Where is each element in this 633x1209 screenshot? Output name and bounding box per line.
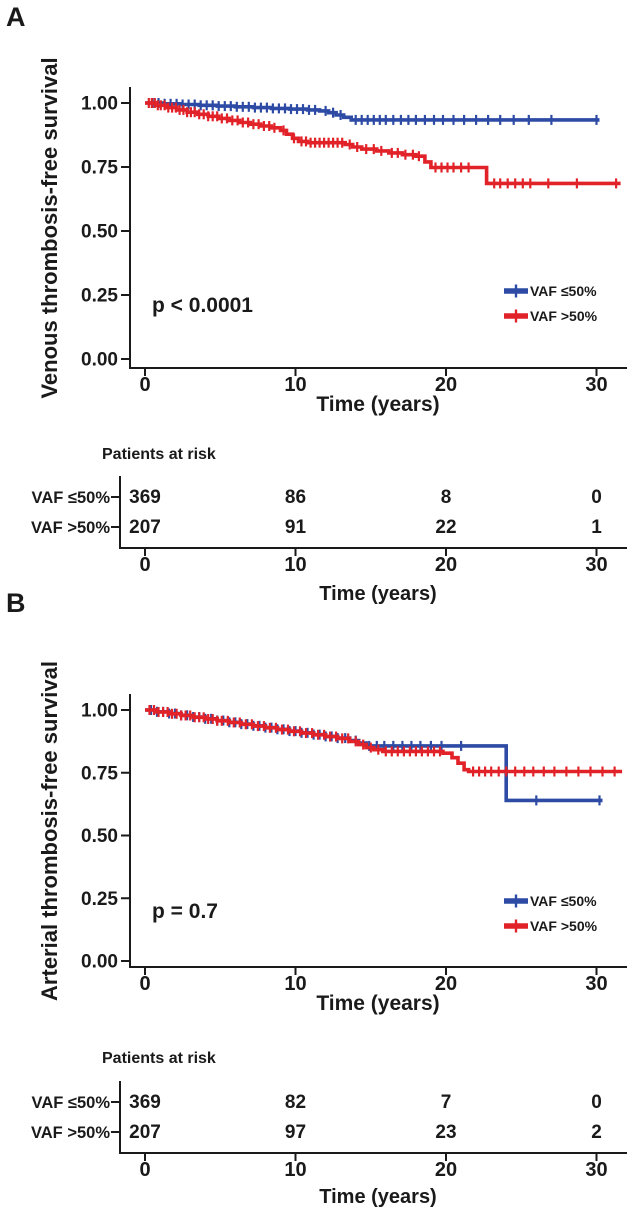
- x-tick-label: 10: [284, 973, 306, 995]
- risk-table-axes: [119, 1081, 627, 1154]
- y-tick-label: 0.25: [81, 286, 118, 307]
- risk-count: 207: [129, 1122, 161, 1143]
- risk-count: 0: [591, 487, 602, 508]
- risk-count: 369: [129, 1092, 161, 1113]
- panel-b-risk-x-axis-title: Time (years): [319, 1186, 436, 1208]
- risk-x-tick-label: 20: [435, 554, 457, 576]
- x-tick-label: 0: [139, 374, 150, 396]
- x-tick-label: 10: [284, 374, 306, 396]
- y-tick-label: 0.75: [81, 158, 118, 179]
- x-tick-label: 20: [435, 973, 457, 995]
- risk-x-tick-label: 0: [139, 1159, 150, 1181]
- risk-x-tick-label: 10: [284, 554, 306, 576]
- risk-count: 23: [435, 1122, 456, 1143]
- panel-b-legend-label-blue: VAF ≤50%: [530, 893, 597, 909]
- panel-b-x-axis-title: Time (years): [316, 992, 439, 1015]
- panel-a-risk-x-axis-title: Time (years): [319, 583, 436, 605]
- risk-x-tick-label: 30: [585, 554, 607, 576]
- panel-b-risk-row-label-blue: VAF ≤50%: [32, 1094, 111, 1112]
- panel-b-y-axis-title: Arterial thrombosis-free survival: [37, 661, 62, 1001]
- risk-count: 0: [591, 1092, 602, 1113]
- risk-count: 7: [441, 1092, 452, 1113]
- risk-x-tick-label: 20: [435, 1159, 457, 1181]
- y-tick-label: 0.50: [81, 826, 118, 847]
- panel-b-risk-row-label-red: VAF >50%: [31, 1124, 110, 1142]
- plot-axes: [129, 87, 627, 369]
- panel-b-risk-table-title: Patients at risk: [102, 1050, 216, 1067]
- risk-count: 8: [441, 487, 452, 508]
- risk-count: 1: [591, 517, 602, 538]
- panel-b-label: B: [6, 588, 26, 618]
- x-tick-label: 30: [585, 973, 607, 995]
- risk-count: 82: [285, 1092, 306, 1113]
- y-tick-label: 1.00: [81, 701, 118, 722]
- y-tick-label: 0.75: [81, 763, 118, 784]
- y-tick-label: 0.25: [81, 889, 118, 910]
- panel-b-legend-label-red: VAF >50%: [530, 918, 598, 934]
- risk-x-tick-label: 30: [585, 1159, 607, 1181]
- risk-count: 207: [129, 517, 161, 538]
- risk-count: 369: [129, 487, 161, 508]
- panel-a-risk-table-title: Patients at risk: [102, 446, 216, 463]
- panel-a-risk-row-label-red: VAF >50%: [31, 519, 110, 537]
- risk-count: 2: [591, 1122, 602, 1143]
- panel-a-p-value: p < 0.0001: [152, 294, 253, 317]
- panel-a-y-axis-title: Venous thrombosis-free survival: [37, 57, 62, 398]
- panel-b-p-value: p = 0.7: [152, 900, 218, 923]
- y-tick-label: 0.50: [81, 222, 118, 243]
- y-tick-label: 1.00: [81, 94, 118, 115]
- plot-axes: [129, 694, 627, 968]
- panel-a-legend-label-blue: VAF ≤50%: [530, 283, 597, 299]
- km-curve-red: [145, 101, 621, 186]
- panel-a-legend-label-red: VAF >50%: [530, 308, 598, 324]
- risk-table-axes: [119, 476, 627, 549]
- km-curve-blue: [145, 101, 600, 122]
- risk-count: 86: [285, 487, 306, 508]
- x-tick-label: 30: [585, 374, 607, 396]
- risk-x-tick-label: 10: [284, 1159, 306, 1181]
- x-tick-label: 0: [139, 973, 150, 995]
- panel-a-x-axis-title: Time (years): [316, 393, 439, 416]
- panel-a: A Venous thrombosis-free survival p < 0.…: [6, 2, 627, 605]
- risk-count: 97: [285, 1122, 306, 1143]
- panel-a-risk-row-label-blue: VAF ≤50%: [32, 489, 111, 507]
- risk-count: 91: [285, 517, 307, 538]
- panel-b: B Arterial thrombosis-free survival p = …: [6, 588, 627, 1208]
- y-tick-label: 0.00: [81, 952, 118, 973]
- risk-x-tick-label: 0: [139, 554, 150, 576]
- panel-a-label: A: [6, 2, 26, 32]
- risk-count: 22: [435, 517, 456, 538]
- y-tick-label: 0.00: [81, 350, 118, 371]
- x-tick-label: 20: [435, 374, 457, 396]
